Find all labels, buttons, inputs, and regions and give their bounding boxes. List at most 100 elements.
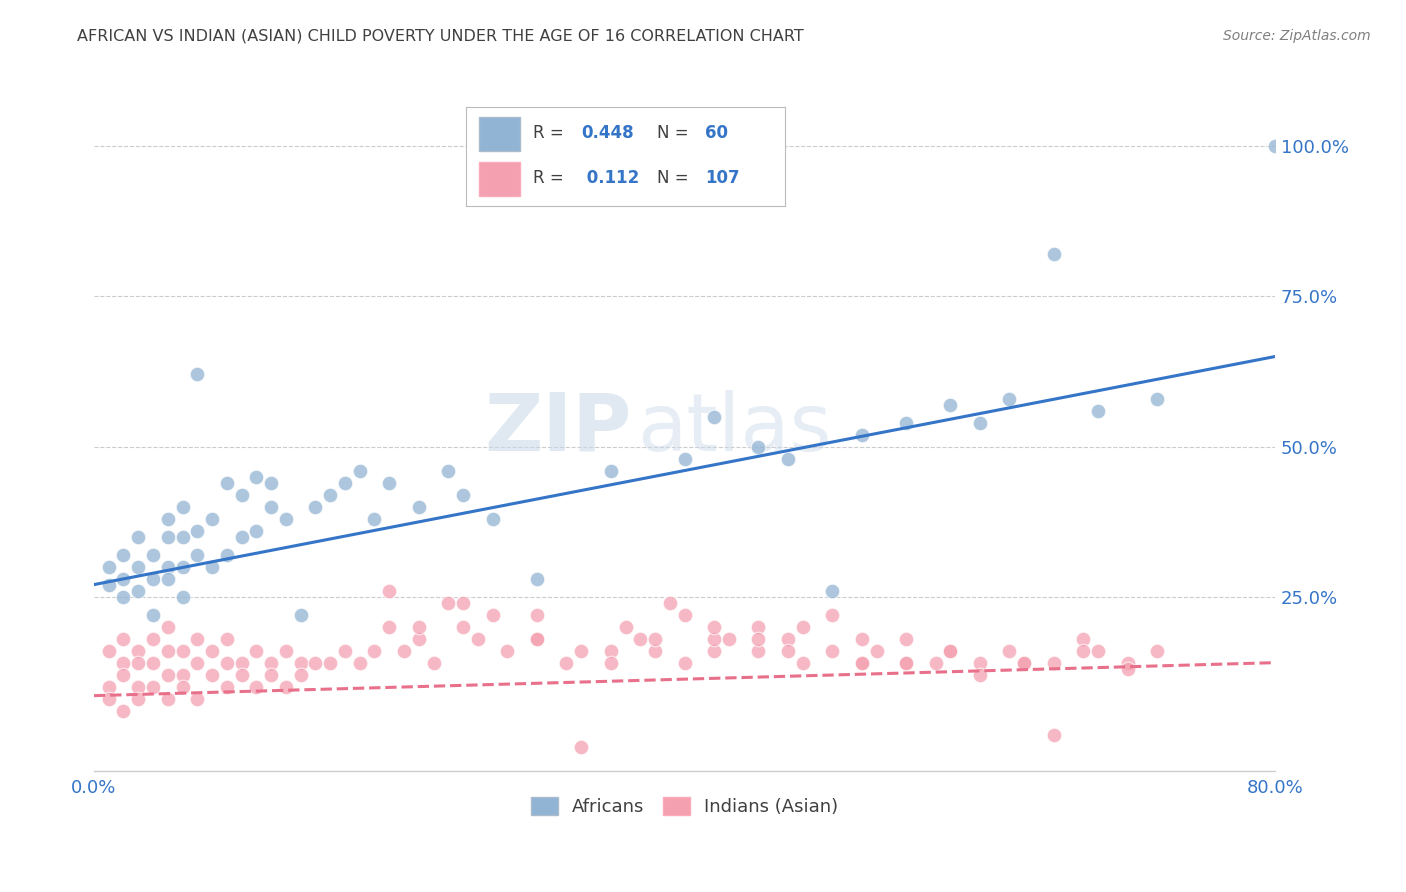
Point [363,643,385,657]
Text: atlas: atlas [637,390,832,467]
Point [215,656,238,670]
Point [792,656,814,670]
Point [304,500,326,514]
Point [156,619,179,633]
Point [437,464,460,478]
Point [821,583,844,598]
Point [1012,656,1035,670]
Point [776,451,799,466]
Point [112,548,135,562]
Point [215,680,238,694]
Point [319,656,342,670]
Point [215,632,238,646]
Point [1042,728,1064,742]
Point [201,667,224,681]
Point [422,656,444,670]
Point [156,530,179,544]
Point [172,559,194,574]
Point [201,643,224,657]
Point [776,643,799,657]
Point [156,559,179,574]
Point [245,680,267,694]
Point [333,475,356,490]
Point [599,656,621,670]
Point [673,607,696,622]
Point [127,530,149,544]
Point [1264,139,1286,153]
Point [821,643,844,657]
Point [894,656,917,670]
Point [97,559,120,574]
Point [865,643,887,657]
Point [1071,643,1094,657]
Point [1087,643,1109,657]
Point [127,656,149,670]
Point [97,577,120,591]
Point [673,656,696,670]
Point [717,632,740,646]
Point [260,656,283,670]
Point [496,643,519,657]
Point [747,643,769,657]
Point [201,559,224,574]
Point [969,656,991,670]
Point [408,619,430,633]
Point [127,691,149,706]
Point [939,643,962,657]
Point [599,464,621,478]
Point [245,469,267,483]
Point [526,632,548,646]
Point [156,667,179,681]
Point [231,487,253,501]
Point [628,632,651,646]
Point [526,607,548,622]
Point [156,643,179,657]
Point [156,511,179,525]
Point [215,548,238,562]
Point [186,691,208,706]
Point [644,632,666,646]
Point [142,548,165,562]
Point [127,583,149,598]
Point [747,632,769,646]
Point [142,656,165,670]
Point [378,583,401,598]
Point [481,607,503,622]
Point [437,596,460,610]
Point [172,643,194,657]
Point [260,475,283,490]
Point [378,619,401,633]
Point [392,643,415,657]
Point [1042,656,1064,670]
Point [319,487,342,501]
Point [894,632,917,646]
Point [142,572,165,586]
Point [201,511,224,525]
Point [894,416,917,430]
Point [349,464,371,478]
Point [260,500,283,514]
Point [127,559,149,574]
Text: AFRICAN VS INDIAN (ASIAN) CHILD POVERTY UNDER THE AGE OF 16 CORRELATION CHART: AFRICAN VS INDIAN (ASIAN) CHILD POVERTY … [77,29,804,44]
Point [304,656,326,670]
Point [333,643,356,657]
Point [245,524,267,538]
Point [851,632,873,646]
Text: Source: ZipAtlas.com: Source: ZipAtlas.com [1223,29,1371,43]
Point [112,704,135,718]
Point [481,511,503,525]
Point [747,440,769,454]
Point [1116,662,1139,676]
Point [112,572,135,586]
Point [1071,632,1094,646]
Point [703,409,725,424]
Point [215,475,238,490]
Point [569,739,592,754]
Point [526,632,548,646]
Point [467,632,489,646]
Point [112,667,135,681]
Text: ZIP: ZIP [484,390,631,467]
Point [112,632,135,646]
Point [274,511,297,525]
Point [349,656,371,670]
